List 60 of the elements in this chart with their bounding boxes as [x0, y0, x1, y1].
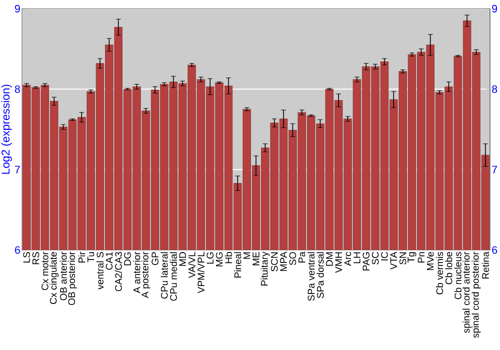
x-tick-label: SCN: [270, 252, 278, 272]
x-tick-label: Retina: [482, 252, 489, 279]
x-tick-label: Cb vermis: [436, 252, 444, 294]
x-tick-label: Cx cingulate: [50, 252, 59, 304]
x-tick-label: GP: [152, 252, 158, 265]
x-tick-label: MPA: [280, 252, 287, 271]
y-tick-label: 9: [14, 4, 20, 12]
x-tick-label: OB posterior: [68, 252, 77, 306]
x-tick-label: Cx motor: [42, 252, 48, 290]
y2-tick-label: 6: [492, 246, 498, 254]
x-tick-label: A anterior: [133, 252, 140, 294]
x-tick-label: CPu lateral: [160, 252, 168, 299]
x-tick-label: Cb nucleus: [454, 252, 462, 300]
x-tick-label: CA1: [106, 252, 113, 270]
y-tick-label: 7: [15, 166, 20, 174]
x-tick-label: RS: [32, 252, 40, 264]
x-tick-label: A posterior: [141, 252, 150, 298]
y-tick-label: 8: [14, 85, 20, 93]
y2-tick-label: 8: [492, 85, 498, 93]
x-tick-label: LG: [206, 252, 214, 264]
x-tick-label: SC: [372, 252, 379, 264]
x-tick-label: LS: [23, 252, 30, 263]
x-tick-label: SPa ventral: [308, 252, 315, 301]
x-tick-label: Pn: [418, 252, 424, 263]
x-tick-label: Pa: [298, 252, 306, 263]
x-tick-label: SO: [289, 252, 296, 266]
x-tick-label: IC: [381, 252, 388, 260]
y2-tick-label: 7: [492, 166, 498, 174]
x-tick-label: VPM/VPL: [197, 252, 204, 294]
x-tick-label: Pituitary: [260, 252, 270, 286]
x-tick-label: VA/VL: [188, 252, 196, 278]
x-tick-label: CPu medial: [170, 252, 177, 301]
x-tick-label: M: [244, 252, 250, 259]
x-tick-label: MD: [179, 252, 186, 266]
x-tick-label: Tg: [408, 252, 416, 263]
x-tick-label: Pineal: [234, 252, 242, 278]
y2-tick-label: 9: [492, 4, 498, 12]
x-tick-label: DG: [124, 252, 131, 266]
x-tick-label: OB anterior: [60, 252, 67, 300]
x-tick-label: SPa dorsal: [316, 252, 324, 298]
x-tick-label: Tu: [87, 252, 94, 262]
x-tick-label: DM: [326, 252, 333, 266]
x-tick-label: MG: [216, 252, 223, 266]
x-tick-label: spinal cord anterior: [462, 252, 472, 333]
x-tick-label: VTA: [390, 252, 397, 270]
x-tick-label: Hb: [224, 252, 232, 264]
x-tick-label: ME: [252, 252, 260, 266]
x-tick-label: MVe: [427, 252, 434, 270]
x-tick-label: Pir: [78, 252, 86, 263]
y-axis-title: Log2 (expression): [1, 84, 12, 174]
x-tick-label: PAG: [362, 252, 370, 270]
x-tick-label: VMH: [335, 252, 342, 273]
x-tick-label: SN: [399, 252, 406, 264]
x-tick-label: ventral S: [96, 252, 104, 290]
x-tick-label: Arc: [344, 252, 352, 266]
x-tick-label: CA2/CA3: [114, 252, 122, 292]
x-tick-label: spinal cord posterior: [472, 252, 481, 338]
x-tick-label: LH: [354, 252, 360, 264]
y-tick-label: 6: [15, 246, 20, 254]
x-tick-label: Cb lobe: [445, 252, 452, 284]
